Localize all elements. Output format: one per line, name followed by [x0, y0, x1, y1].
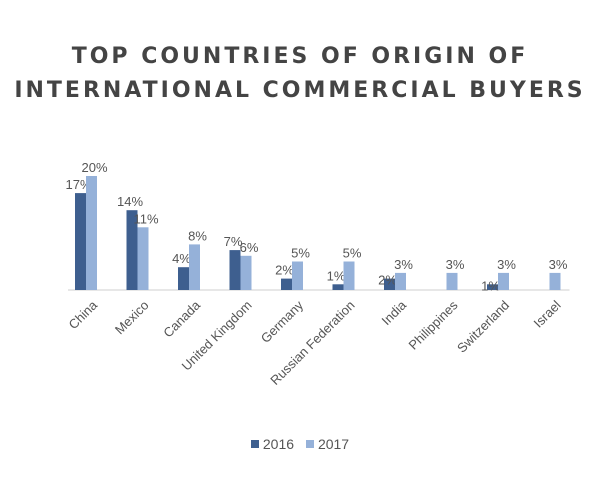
x-tick-label-4: Germany [258, 297, 307, 346]
legend-label-2017: 2017 [317, 436, 350, 452]
data-label-2017-7: 3% [446, 257, 465, 272]
data-label-2016-8: 1% [481, 278, 500, 293]
bar-2016-8 [487, 284, 498, 290]
bar-2016-5 [332, 284, 344, 290]
x-tick-label-6: India [379, 297, 410, 328]
data-label-2017-6: 3% [394, 257, 413, 272]
data-label-2017-5: 5% [343, 246, 362, 261]
data-label-2016-2: 4% [172, 251, 191, 266]
data-label-2016-6: 2% [378, 273, 397, 288]
data-label-2017-1: 11% [133, 211, 158, 226]
bar-2017-9 [549, 272, 561, 290]
data-label-2016-5: 1% [327, 268, 346, 283]
bar-2016-4 [281, 278, 292, 290]
bar-2017-1 [137, 227, 149, 290]
chart-title-line-2: INTERNATIONAL COMMERCIAL BUYERS [14, 78, 586, 103]
bar-2016-0 [75, 193, 86, 290]
x-tick-label-0: China [65, 297, 100, 332]
x-tick-label-1: Mexico [112, 298, 152, 338]
data-label-2017-8: 3% [497, 257, 516, 272]
bar-2017-3 [240, 255, 252, 290]
bar-2017-5 [343, 261, 355, 290]
data-label-2017-2: 8% [188, 228, 207, 243]
legend-item-2017: 2017 [305, 436, 350, 452]
bar-2017-8 [498, 272, 509, 290]
bar-2016-3 [229, 250, 241, 290]
x-tick-label-9: Israel [531, 297, 564, 330]
legend: 2016 2017 [0, 436, 600, 452]
data-label-2017-4: 5% [291, 246, 310, 261]
bar-2017-4 [292, 261, 303, 290]
legend-swatch-2016 [250, 440, 259, 448]
bar-2017-6 [395, 272, 406, 290]
x-tick-label-8: Switzerland [454, 298, 512, 356]
x-tick-label-7: Philippines [406, 297, 461, 352]
bar-2016-2 [178, 267, 189, 290]
data-label-2017-9: 3% [549, 257, 568, 272]
data-label-2016-3: 7% [224, 234, 243, 249]
data-label-2016-4: 2% [275, 263, 294, 278]
x-tick-label-2: Canada [160, 297, 203, 340]
chart-title: TOP COUNTRIES OF ORIGIN OF INTERNATIONAL… [0, 40, 600, 108]
bar-2017-2 [189, 244, 200, 290]
legend-swatch-2017 [305, 440, 314, 448]
chart-title-line-1: TOP COUNTRIES OF ORIGIN OF [71, 44, 529, 69]
bar-2016-1 [126, 210, 138, 290]
data-label-2016-1: 14% [117, 194, 143, 209]
data-label-2017-0: 20% [81, 160, 107, 175]
bar-2016-6 [384, 278, 395, 290]
bar-2017-0 [86, 176, 97, 290]
bar-2017-7 [446, 272, 458, 290]
data-label-2016-0: 17% [65, 177, 91, 192]
legend-item-2016: 2016 [250, 436, 295, 452]
legend-label-2016: 2016 [262, 436, 295, 452]
data-label-2017-3: 6% [240, 240, 259, 255]
